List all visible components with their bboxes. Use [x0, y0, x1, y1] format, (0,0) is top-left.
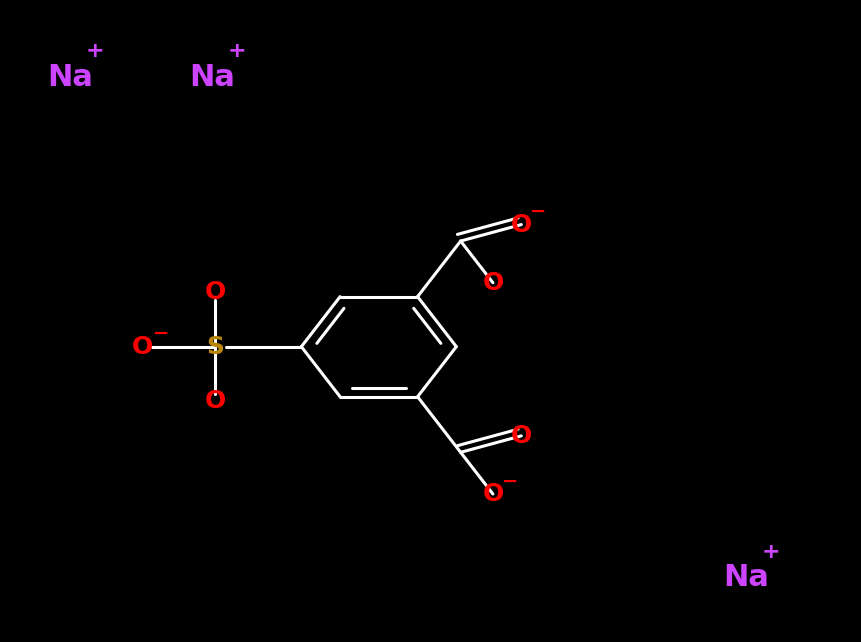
Text: O: O [511, 213, 532, 236]
Text: S: S [207, 334, 224, 359]
Text: O: O [205, 389, 226, 413]
Text: O: O [482, 271, 504, 295]
Text: Na: Na [723, 563, 769, 593]
Text: O: O [511, 424, 532, 448]
Text: O: O [482, 482, 504, 506]
Text: O: O [132, 334, 152, 359]
Text: +: + [85, 41, 104, 62]
Text: −: − [152, 324, 170, 343]
Text: Na: Na [47, 62, 93, 92]
Text: +: + [761, 542, 780, 562]
Text: −: − [502, 472, 518, 490]
Text: Na: Na [189, 62, 235, 92]
Text: +: + [227, 41, 246, 62]
Text: −: − [530, 202, 547, 221]
Text: O: O [205, 280, 226, 304]
